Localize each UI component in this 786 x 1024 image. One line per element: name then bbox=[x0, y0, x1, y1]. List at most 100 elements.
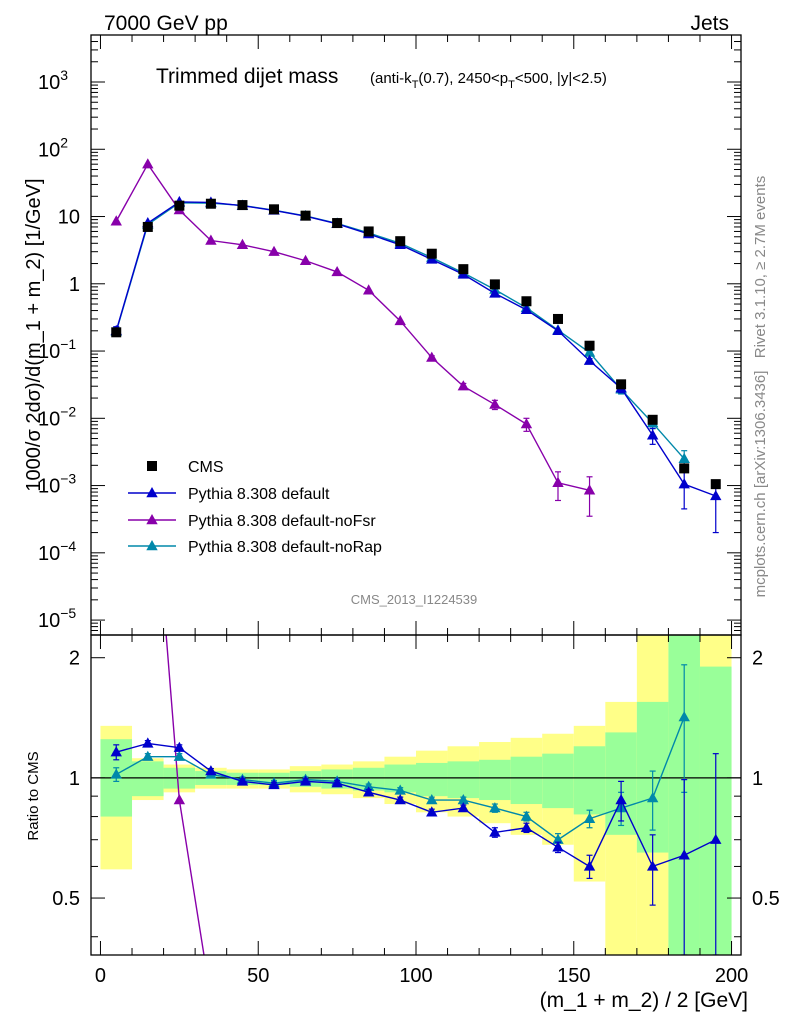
data-point bbox=[332, 218, 343, 229]
y-axis-label: 1000/σ 2dσ)/d(m_1 + m_2) [1/GeV] bbox=[23, 178, 45, 491]
data-point bbox=[205, 198, 216, 209]
data-point bbox=[616, 379, 627, 390]
ratio-point bbox=[173, 741, 186, 752]
data-point bbox=[426, 248, 437, 259]
ratio-tick-label-left: 2 bbox=[69, 648, 80, 670]
ratio-point bbox=[299, 775, 312, 786]
ratio-band-inner bbox=[479, 759, 511, 801]
ratio-point bbox=[457, 794, 470, 805]
ratio-point bbox=[110, 746, 122, 757]
ratio-line bbox=[116, 742, 717, 868]
ratio-point bbox=[362, 780, 375, 791]
series-point bbox=[678, 452, 690, 463]
ratio-point bbox=[142, 737, 154, 748]
series-point bbox=[583, 346, 596, 357]
x-tick-label: 50 bbox=[247, 965, 269, 987]
series-point bbox=[678, 478, 690, 489]
ratio-point bbox=[331, 777, 343, 788]
ratio-point bbox=[426, 806, 438, 817]
x-tick-label: 200 bbox=[715, 965, 748, 987]
series-point bbox=[489, 287, 501, 298]
series-line bbox=[115, 162, 590, 491]
series-point bbox=[394, 314, 406, 326]
ratio-point bbox=[173, 794, 186, 805]
ratio-point bbox=[552, 833, 564, 844]
ratio-point bbox=[678, 849, 690, 860]
ratio-point bbox=[457, 802, 470, 813]
y-tick-label: 10−5 bbox=[38, 605, 76, 632]
data-point bbox=[363, 226, 374, 237]
series-point bbox=[552, 324, 564, 335]
data-point bbox=[142, 221, 153, 232]
series-point bbox=[520, 418, 533, 429]
data-point bbox=[111, 327, 122, 338]
ratio-point bbox=[110, 768, 122, 779]
data-point bbox=[647, 414, 658, 425]
axes: 0 50 100 150 20010−510−410−310−210−111010210… bbox=[38, 34, 780, 987]
data-point bbox=[552, 313, 563, 324]
ratio-y-axis-label: Ratio to CMS bbox=[25, 751, 42, 840]
y-tick-label: 10−3 bbox=[38, 471, 76, 498]
ratio-panel bbox=[91, 635, 741, 955]
ratio-point bbox=[520, 821, 533, 832]
data-point bbox=[458, 264, 469, 275]
data-point bbox=[269, 204, 280, 215]
energy-label: 7000 GeV pp bbox=[104, 12, 228, 35]
ratio-band-inner bbox=[542, 753, 574, 809]
ratio-point bbox=[236, 775, 249, 786]
ratio-band-inner bbox=[510, 756, 543, 805]
ratio-band-inner bbox=[416, 762, 448, 797]
ratio-tick-label-left: 1 bbox=[69, 768, 80, 790]
series-point bbox=[142, 158, 154, 169]
x-axis-label: (m_1 + m_2) / 2 [GeV] bbox=[540, 989, 748, 1012]
legend-label: Pythia 8.308 default-noRap bbox=[188, 539, 382, 556]
x-tick-label: 150 bbox=[557, 965, 590, 987]
ratio-point bbox=[362, 786, 375, 797]
data-point bbox=[300, 210, 311, 221]
series-point bbox=[205, 234, 217, 245]
ratio-point bbox=[268, 778, 280, 790]
legend-marker bbox=[146, 487, 158, 498]
ratio-point bbox=[426, 794, 438, 805]
series-point bbox=[331, 265, 343, 277]
ratio-point bbox=[489, 802, 501, 813]
main-panel bbox=[110, 158, 722, 534]
ratio-band-inner bbox=[447, 761, 480, 799]
ratio-point bbox=[646, 792, 659, 803]
data-point bbox=[395, 236, 406, 247]
y-tick-label: 10−1 bbox=[38, 336, 76, 363]
ratio-point bbox=[394, 784, 406, 795]
series-point bbox=[426, 351, 438, 362]
y-tick-label: 10−4 bbox=[38, 538, 76, 565]
legend-label: Pythia 8.308 default bbox=[188, 486, 330, 503]
ratio-point bbox=[394, 794, 406, 805]
data-point bbox=[679, 463, 690, 474]
ratio-point bbox=[173, 750, 186, 761]
ratio-point bbox=[583, 812, 596, 823]
ratio-band-inner bbox=[132, 761, 164, 797]
series-point bbox=[710, 489, 722, 501]
ratio-point bbox=[142, 750, 154, 761]
x-tick-label: 0 bbox=[95, 965, 106, 987]
ratio-tick-label-right: 1 bbox=[752, 768, 763, 790]
ratio-line bbox=[165, 635, 205, 955]
y-tick-label: 10 bbox=[58, 207, 80, 229]
data-point bbox=[521, 296, 532, 307]
legend-marker bbox=[146, 514, 158, 525]
data-point bbox=[237, 200, 248, 211]
y-tick-label: 1 bbox=[69, 274, 80, 296]
chart-subtitle: (anti-kT(0.7), 2450<pT<500, |y|<2.5) bbox=[370, 70, 607, 91]
series-point bbox=[110, 215, 122, 226]
ratio-tick-label-right: 0.5 bbox=[752, 888, 780, 910]
ratio-point bbox=[489, 826, 501, 837]
y-tick-label: 102 bbox=[38, 134, 68, 161]
y-tick-label: 103 bbox=[38, 67, 68, 94]
series-point bbox=[489, 398, 501, 409]
analysis-id-label: CMS_2013_I1224539 bbox=[351, 592, 478, 607]
series-point bbox=[457, 380, 470, 391]
series-point bbox=[552, 476, 564, 487]
ratio-point bbox=[552, 841, 564, 852]
series-point bbox=[236, 238, 249, 249]
ratio-point bbox=[615, 794, 627, 805]
